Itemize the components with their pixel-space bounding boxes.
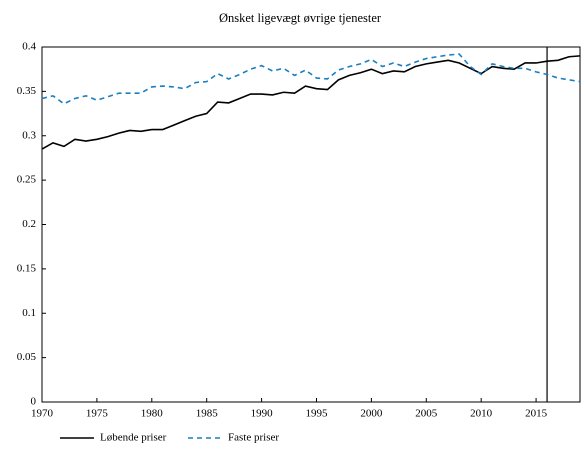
x-tick-label: 2010 — [470, 408, 493, 420]
legend-label: Løbende priser — [100, 432, 167, 444]
x-tick-label: 1985 — [196, 408, 219, 420]
x-tick-label: 2005 — [415, 408, 438, 420]
y-tick-label: 0.2 — [22, 218, 36, 230]
y-tick-label: 0.4 — [22, 41, 36, 53]
series-line — [41, 55, 581, 150]
y-tick-label: 0.1 — [22, 307, 36, 319]
x-tick-label: 2015 — [525, 408, 548, 420]
series-line — [41, 53, 581, 105]
chart-title: Ønsket ligevægt øvrige tjenester — [219, 11, 382, 25]
x-tick-label: 1995 — [305, 408, 328, 420]
x-tick-label: 1980 — [141, 408, 164, 420]
x-tick-label: 2000 — [360, 408, 383, 420]
x-tick-label: 1970 — [31, 408, 54, 420]
legend-label: Faste priser — [228, 432, 279, 444]
plot-frame — [41, 46, 581, 403]
x-tick-label: 1975 — [86, 408, 109, 420]
y-tick-label: 0.35 — [17, 85, 37, 97]
y-tick-label: 0.3 — [22, 129, 36, 141]
y-tick-label: 0.25 — [17, 174, 37, 186]
y-tick-label: 0.15 — [17, 262, 37, 274]
y-tick-label: 0.05 — [17, 351, 37, 363]
y-tick-label: 0 — [31, 396, 37, 408]
x-tick-label: 1990 — [251, 408, 274, 420]
